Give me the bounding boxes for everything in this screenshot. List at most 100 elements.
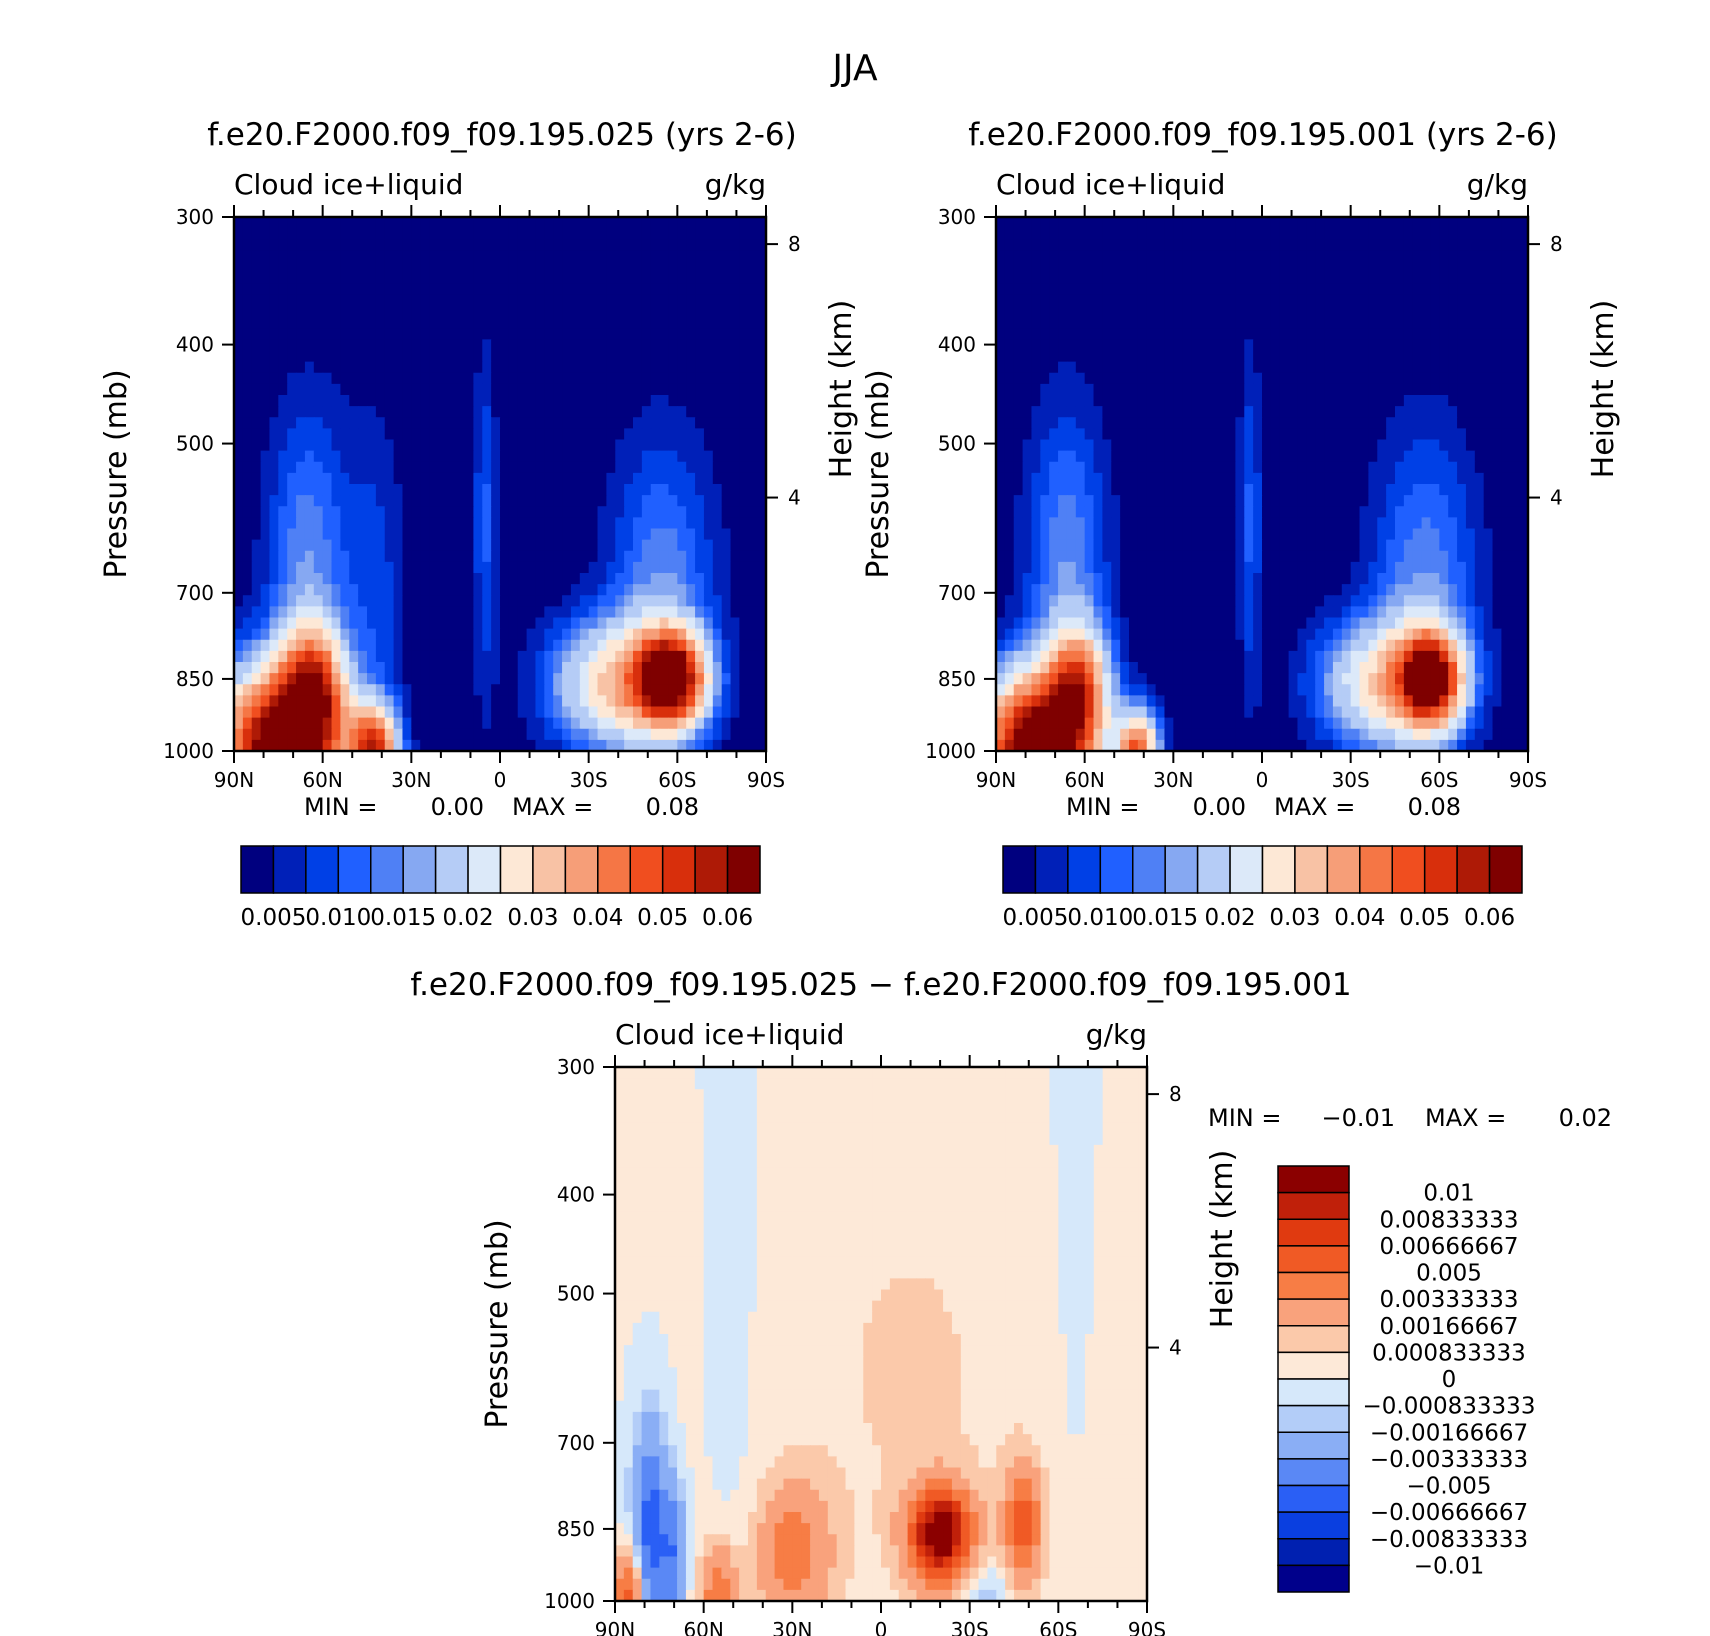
contour-cell: [1510, 361, 1520, 374]
contour-cell: [1270, 495, 1281, 507]
contour-cell: [278, 606, 288, 619]
contour-cell: [1519, 395, 1529, 407]
contour-cell: [1217, 350, 1228, 363]
contour-cell: [1058, 294, 1068, 307]
contour-cell: [650, 717, 661, 730]
contour-cell: [304, 417, 315, 429]
contour-cell: [553, 383, 563, 396]
contour-cell: [1439, 350, 1449, 363]
contour-cell: [570, 673, 581, 685]
contour-cell: [633, 628, 643, 641]
contour-cell: [242, 261, 253, 274]
contour-cell: [313, 728, 324, 741]
contour-cell: [1164, 573, 1174, 585]
contour-cell: [1093, 250, 1103, 263]
contour-cell: [1430, 561, 1440, 574]
contour-cell: [269, 450, 279, 463]
contour-cell: [473, 706, 483, 719]
contour-cell: [535, 684, 545, 696]
contour-cell: [473, 650, 483, 663]
contour-cell: [1386, 550, 1396, 563]
contour-cell: [304, 383, 315, 396]
contour-cell: [1182, 517, 1192, 530]
contour-cell: [1022, 584, 1033, 596]
contour-cell: [242, 350, 253, 363]
contour-cell: [1049, 217, 1059, 229]
contour-cell: [677, 662, 687, 674]
contour-cell: [1182, 506, 1192, 518]
contour-cell: [269, 650, 279, 663]
contour-cell: [1315, 484, 1325, 496]
contour-cell: [1120, 350, 1130, 363]
contour-cell: [331, 328, 341, 340]
contour-field: [996, 217, 1529, 752]
contour-cell: [242, 217, 253, 229]
contour-cell: [1182, 328, 1192, 340]
contour-cell: [1377, 495, 1387, 507]
contour-cell: [455, 739, 466, 752]
contour-cell: [1253, 517, 1263, 530]
contour-cell: [579, 495, 590, 507]
contour-cell: [659, 695, 670, 708]
contour-cell: [544, 606, 554, 619]
contour-cell: [1359, 495, 1369, 507]
contour-cell: [278, 528, 288, 541]
contour-cell: [234, 395, 244, 407]
contour-cell: [615, 450, 625, 463]
contour-cell: [358, 361, 368, 374]
contour-cell: [287, 650, 297, 663]
contour-cell: [686, 606, 696, 619]
contour-cell: [1084, 328, 1095, 340]
contour-cell: [562, 294, 572, 307]
contour-cell: [579, 428, 590, 441]
contour-cell: [579, 372, 590, 385]
contour-cell: [446, 662, 457, 674]
contour-cell: [1262, 361, 1272, 374]
contour-cell: [1465, 506, 1476, 518]
contour-cell: [384, 372, 395, 385]
contour-cell: [1510, 283, 1520, 296]
contour-cell: [1412, 361, 1423, 374]
contour-cell: [437, 584, 448, 596]
contour-cell: [313, 461, 324, 474]
contour-cell: [1164, 250, 1174, 263]
contour-cell: [1501, 383, 1511, 396]
contour-cell: [1031, 495, 1041, 507]
contour-cell: [473, 283, 483, 296]
contour-cell: [1306, 550, 1316, 563]
contour-cell: [579, 506, 590, 518]
contour-cell: [1474, 472, 1485, 485]
contour-cell: [721, 417, 732, 429]
contour-cell: [1501, 228, 1511, 240]
contour-cell: [748, 484, 758, 496]
contour-cell: [1102, 372, 1112, 385]
contour-cell: [1208, 528, 1219, 541]
colorbar-swatch: [434, 845, 469, 894]
contour-cell: [739, 484, 749, 496]
contour-cell: [712, 350, 723, 363]
contour-cell: [996, 506, 1006, 518]
contour-cell: [703, 628, 714, 641]
contour-cell: [1368, 228, 1378, 240]
contour-cell: [597, 595, 607, 607]
contour-cell: [269, 617, 279, 630]
contour-cell: [278, 561, 288, 574]
contour-cell: [1199, 428, 1210, 441]
contour-cell: [721, 706, 732, 719]
contour-cell: [748, 728, 758, 741]
contour-cell: [491, 428, 501, 441]
contour-cell: [703, 584, 714, 596]
contour-cell: [1031, 294, 1041, 307]
contour-cell: [367, 650, 377, 663]
contour-cell: [1377, 361, 1387, 374]
contour-cell: [1253, 417, 1263, 429]
contour-cell: [1341, 495, 1352, 507]
contour-cell: [1058, 506, 1068, 518]
contour-cell: [1084, 461, 1095, 474]
contour-cell: [526, 650, 537, 663]
contour-cell: [482, 739, 492, 752]
contour-cell: [349, 662, 359, 674]
contour-cell: [686, 328, 696, 340]
contour-cell: [464, 673, 474, 685]
contour-cell: [1199, 450, 1210, 463]
